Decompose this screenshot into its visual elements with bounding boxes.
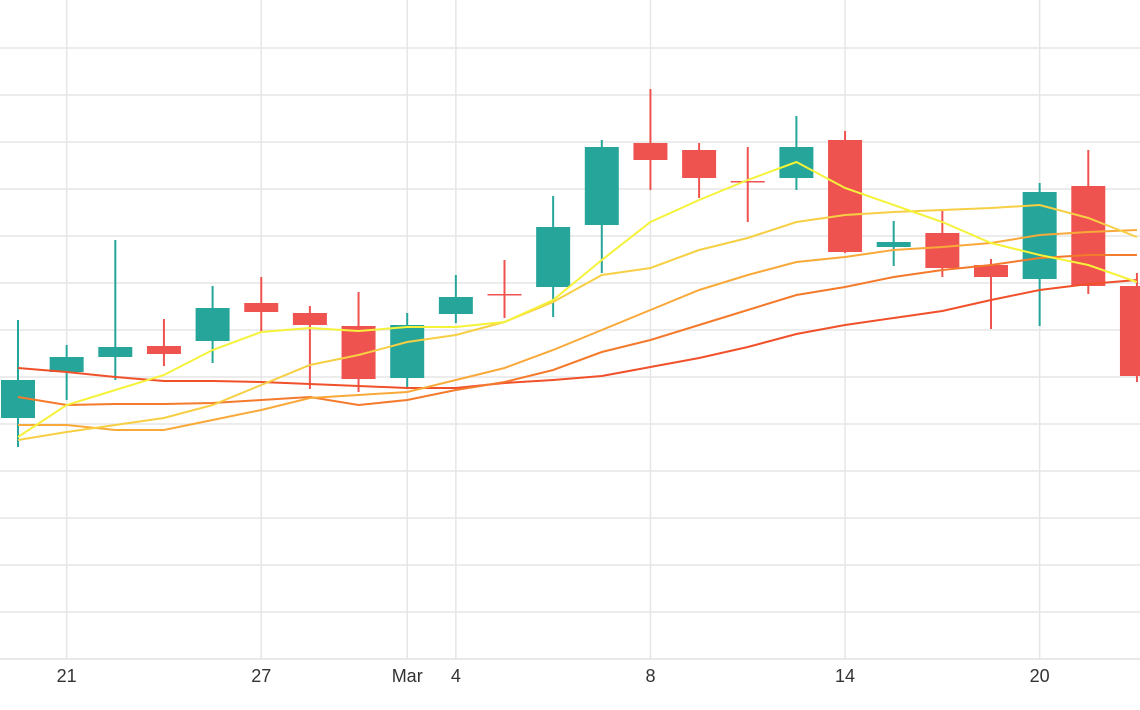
candle-body	[195, 308, 230, 341]
candle	[779, 116, 814, 190]
x-tick-label: 14	[835, 666, 855, 686]
candle	[633, 89, 668, 190]
candle	[98, 240, 133, 380]
candle	[1, 320, 35, 447]
candle-body	[292, 313, 327, 325]
x-tick-label: 20	[1030, 666, 1050, 686]
candle	[536, 196, 571, 317]
x-tick-label: 4	[451, 666, 461, 686]
x-tick-label: 21	[57, 666, 77, 686]
candle	[438, 275, 473, 323]
candle-body	[1119, 286, 1140, 376]
candle	[292, 306, 327, 389]
candle-body	[487, 294, 522, 296]
candle	[1119, 273, 1140, 382]
candle	[730, 147, 765, 222]
candle	[146, 319, 181, 366]
candle	[682, 143, 717, 198]
moving-average-line	[18, 229, 1137, 431]
candle-body	[925, 233, 960, 268]
x-tick-label: 8	[645, 666, 655, 686]
moving-average-line	[17, 160, 1138, 438]
candle	[584, 140, 619, 273]
candle	[974, 259, 1008, 329]
moving-average-line	[17, 203, 1138, 441]
candle-body	[146, 346, 181, 354]
candle	[487, 260, 522, 318]
candle-body	[828, 140, 863, 252]
x-tick-label: 27	[251, 666, 271, 686]
candle-body	[730, 181, 765, 183]
candle	[195, 286, 230, 363]
candle	[828, 131, 863, 253]
candle-body	[390, 325, 425, 378]
candle	[925, 211, 960, 277]
moving-average-line	[17, 254, 1137, 407]
candle-body	[876, 242, 911, 247]
candle-body	[584, 147, 619, 225]
candle	[341, 292, 376, 392]
x-tick-label: Mar	[392, 666, 423, 686]
candle-body	[974, 265, 1008, 277]
candle-body	[98, 347, 133, 357]
candle-body	[633, 143, 668, 160]
candle	[876, 221, 911, 266]
candle	[390, 313, 425, 388]
candle	[244, 277, 279, 332]
candle-body	[536, 227, 571, 287]
candle-body	[682, 150, 717, 178]
candle-body	[49, 357, 84, 372]
candle-body	[1071, 186, 1106, 286]
candle-body	[244, 303, 279, 312]
candle-body	[438, 297, 473, 314]
moving-average-line	[17, 279, 1138, 389]
